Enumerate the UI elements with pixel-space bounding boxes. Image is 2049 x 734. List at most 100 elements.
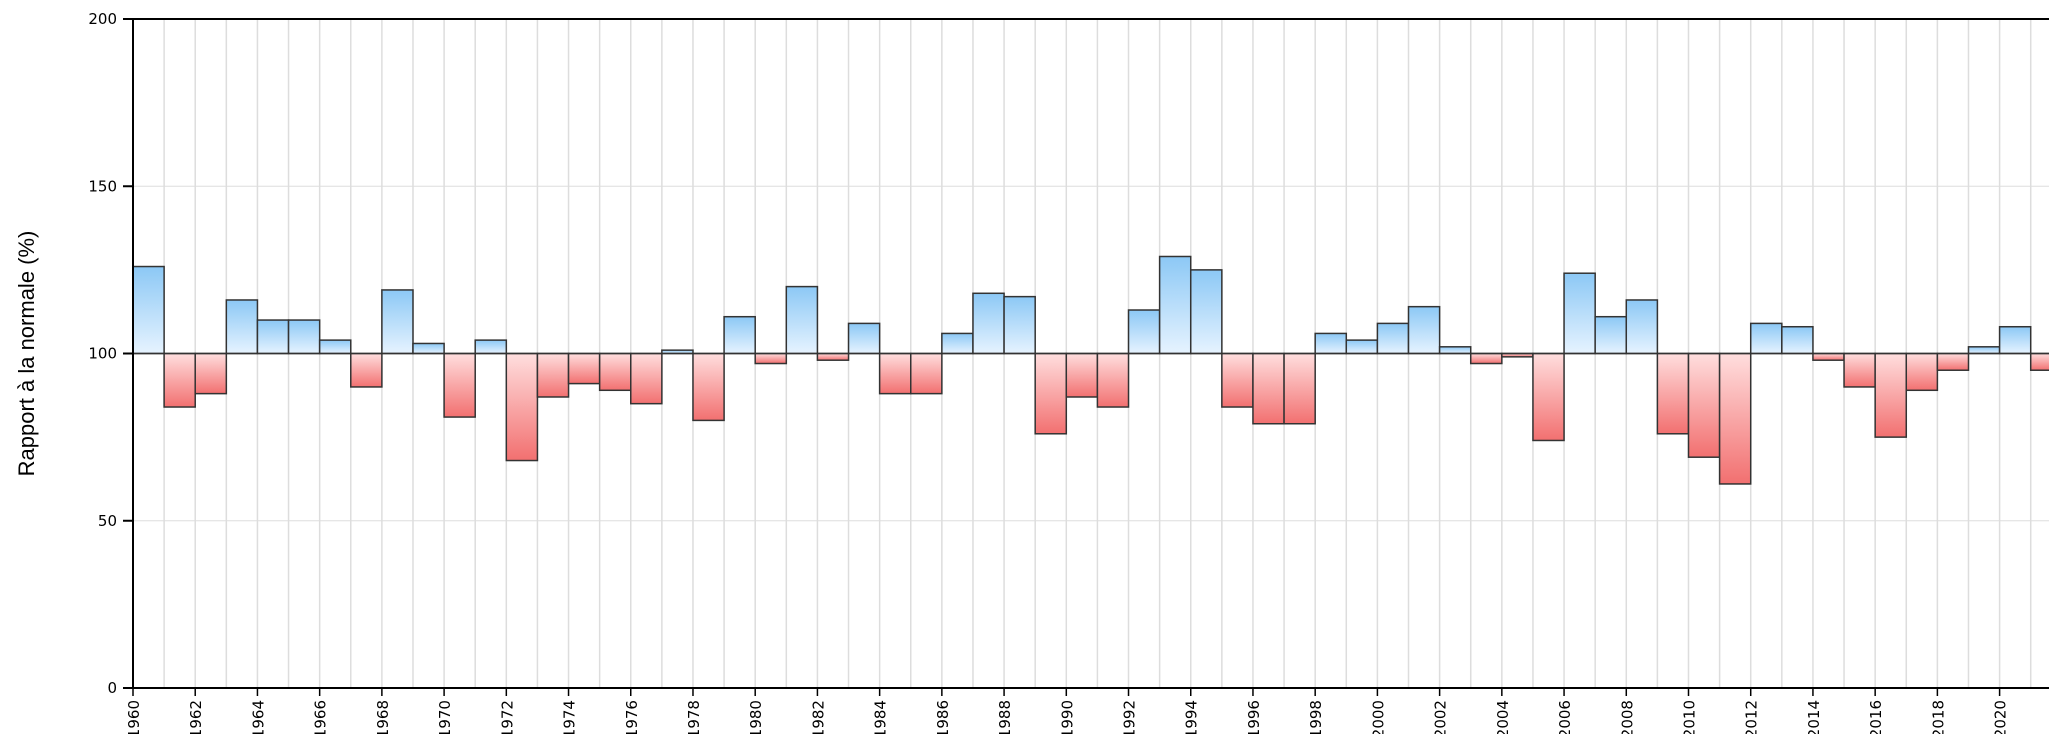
bar-1984 [878,352,912,395]
bar-1974 [567,352,601,385]
axes [123,18,2049,696]
bar-1964 [256,319,290,355]
bar-1997 [1283,352,1316,425]
y-tick-label-150: 150 [88,177,117,195]
y-tick-label-0: 0 [107,679,117,697]
x-tick-label-1972: 1972 [498,700,516,734]
bar-1996 [1252,352,1285,425]
bar-2014 [1812,352,1845,361]
bar-1962 [194,352,228,395]
bar-1970 [443,352,476,418]
bars [132,255,2049,485]
x-tick-label-2018: 2018 [1929,700,1947,734]
y-tick-label-200: 200 [88,10,117,28]
bar-1973 [536,352,570,398]
bar-2006 [1563,272,1596,355]
x-tick-label-1976: 1976 [623,700,641,734]
bar-1963 [225,299,259,355]
x-tick-label-1974: 1974 [561,700,579,734]
x-tick-label-1984: 1984 [872,700,890,734]
bar-2003 [1469,352,1503,365]
x-tick-label-1998: 1998 [1307,700,1325,734]
bar-2008 [1625,299,1659,355]
bar-2009 [1656,352,1690,435]
bar-1991 [1096,352,1130,408]
bar-1980 [754,352,788,365]
x-tick-label-1960: 1960 [125,700,143,734]
bar-1986 [941,332,974,355]
x-tick-label-2012: 2012 [1743,700,1761,734]
bar-1981 [785,285,819,355]
bar-2000 [1376,322,1410,355]
bar-2019 [1967,346,2001,355]
y-tick-label-100: 100 [88,345,117,363]
bar-1971 [474,339,508,355]
x-tick-label-1992: 1992 [1121,700,1139,734]
x-tick-label-1988: 1988 [996,700,1014,734]
bar-1998 [1314,332,1348,355]
bar-2015 [1843,352,1876,388]
bar-1982 [816,352,850,361]
bar-2010 [1687,352,1721,458]
bar-2016 [1874,352,1908,438]
bar-2007 [1594,315,1628,355]
bar-1972 [505,352,539,462]
bar-1960 [132,265,165,355]
x-tick-label-1990: 1990 [1058,700,1076,734]
bar-2011 [1718,352,1752,485]
x-tick-label-2008: 2008 [1618,700,1636,734]
bar-1967 [350,352,383,388]
x-tick-label-1980: 1980 [747,700,765,734]
x-tick-label-2006: 2006 [1556,700,1574,734]
bar-1999 [1345,339,1379,355]
x-tick-label-1970: 1970 [436,700,454,734]
x-tick-label-2002: 2002 [1432,700,1450,734]
x-tick-label-1994: 1994 [1183,700,1201,734]
bar-1969 [412,342,445,355]
bar-1989 [1034,352,1068,435]
x-tick-label-1968: 1968 [374,700,392,734]
bar-1990 [1065,352,1099,398]
y-tick-label-50: 50 [98,512,117,530]
bar-2020 [1998,325,2032,355]
x-tick-label-1978: 1978 [685,700,703,734]
bar-2013 [1781,325,1814,355]
bar-1988 [1003,295,1036,355]
x-tick-label-1982: 1982 [809,700,827,734]
bar-1995 [1221,352,1254,408]
x-tick-label-1964: 1964 [249,700,267,734]
x-tick-label-1966: 1966 [312,700,330,734]
bar-2012 [1749,322,1783,355]
bar-1978 [692,352,725,422]
bar-2001 [1407,305,1441,355]
bar-1976 [630,352,663,405]
bar-1966 [318,339,352,355]
bar-1975 [598,352,632,392]
x-tick-label-2016: 2016 [1867,700,1885,734]
bar-2017 [1905,352,1939,392]
x-tick-label-1996: 1996 [1245,700,1263,734]
bar-2021 [2029,352,2049,371]
bar-1965 [287,319,321,355]
bar-1994 [1189,269,1223,355]
bar-1979 [723,315,756,355]
bar-1992 [1127,309,1161,355]
bar-1968 [381,289,414,355]
x-tick-label-2010: 2010 [1681,700,1699,734]
x-tick-label-2000: 2000 [1369,700,1387,734]
bar-2005 [1532,352,1565,442]
bar-1987 [972,292,1005,355]
bar-2018 [1936,352,1970,371]
x-tick-label-2004: 2004 [1494,700,1512,734]
x-tick-label-1962: 1962 [187,700,205,734]
bar-1983 [847,322,881,355]
x-tick-label-2020: 2020 [1992,700,2010,734]
bar-2002 [1438,346,1472,355]
x-tick-label-2014: 2014 [1805,700,1823,734]
tick-labels: 0 50 100 150 200 1960 1962 1964 1966 1968 1970 1972… [88,10,2009,734]
x-tick-label-1986: 1986 [934,700,952,734]
bar-1985 [910,352,943,395]
bar-1961 [163,352,196,408]
